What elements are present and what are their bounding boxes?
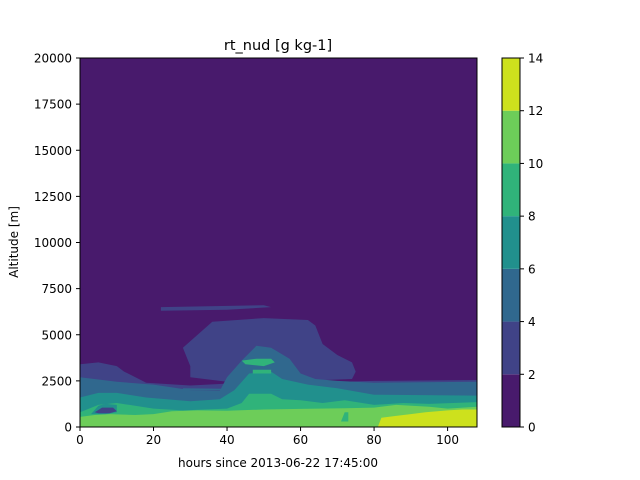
y-tick-label: 0 bbox=[64, 421, 72, 435]
y-tick-label: 10000 bbox=[34, 236, 72, 250]
colorbar-ticks: 0 2 4 6 8 10 12 14 bbox=[520, 52, 543, 435]
contour-region-12 bbox=[94, 407, 117, 414]
contour-region-7 bbox=[241, 358, 275, 367]
colorbar-tick-label: 6 bbox=[528, 262, 536, 276]
colorbar: 0 2 4 6 8 10 12 14 bbox=[501, 52, 543, 435]
contour-region-13 bbox=[341, 412, 349, 422]
x-tick-label: 80 bbox=[366, 433, 381, 447]
x-tick-label: 0 bbox=[76, 433, 84, 447]
colorbar-tick-label: 2 bbox=[528, 368, 536, 382]
colorbar-level-0 bbox=[502, 374, 520, 427]
colorbar-tick-label: 8 bbox=[528, 210, 536, 224]
y-tick-label: 7500 bbox=[41, 282, 72, 296]
colorbar-level-1 bbox=[502, 321, 520, 375]
colorbar-level-2 bbox=[502, 268, 520, 322]
colorbar-level-6 bbox=[502, 58, 520, 111]
y-tick-label: 17500 bbox=[34, 98, 72, 112]
y-axis-ticks: 0 2500 5000 7500 10000 12500 15000 17500 20000 bbox=[34, 52, 80, 435]
y-axis-label: Altitude [m] bbox=[7, 206, 21, 278]
x-axis-ticks: 0 20 40 60 80 100 bbox=[76, 427, 459, 447]
y-tick-label: 12500 bbox=[34, 190, 72, 204]
x-axis-label: hours since 2013-06-22 17:45:00 bbox=[178, 456, 378, 470]
plot-area bbox=[79, 57, 478, 428]
colorbar-levels bbox=[502, 58, 520, 427]
x-tick-label: 40 bbox=[219, 433, 234, 447]
colorbar-tick-label: 14 bbox=[528, 52, 543, 66]
colorbar-tick-label: 0 bbox=[528, 421, 536, 435]
colorbar-level-5 bbox=[502, 110, 520, 164]
contour-fill-layer bbox=[80, 58, 477, 427]
contour-region-10 bbox=[377, 409, 477, 427]
colorbar-level-3 bbox=[502, 216, 520, 269]
x-tick-label: 60 bbox=[293, 433, 308, 447]
chart-title: rt_nud [g kg-1] bbox=[224, 38, 332, 54]
colorbar-tick-label: 12 bbox=[528, 104, 543, 118]
x-tick-label: 100 bbox=[436, 433, 459, 447]
y-tick-label: 5000 bbox=[41, 328, 72, 342]
colorbar-level-4 bbox=[502, 163, 520, 217]
x-tick-label: 20 bbox=[146, 433, 161, 447]
colorbar-frame bbox=[501, 57, 521, 428]
contour-region-8 bbox=[252, 369, 272, 374]
y-tick-label: 2500 bbox=[41, 374, 72, 388]
colorbar-tick-label: 4 bbox=[528, 315, 536, 329]
y-tick-label: 20000 bbox=[34, 52, 72, 66]
contour-region-9 bbox=[80, 404, 477, 427]
contour-region-1 bbox=[160, 305, 272, 311]
y-tick-label: 15000 bbox=[34, 144, 72, 158]
colorbar-tick-label: 10 bbox=[528, 157, 543, 171]
